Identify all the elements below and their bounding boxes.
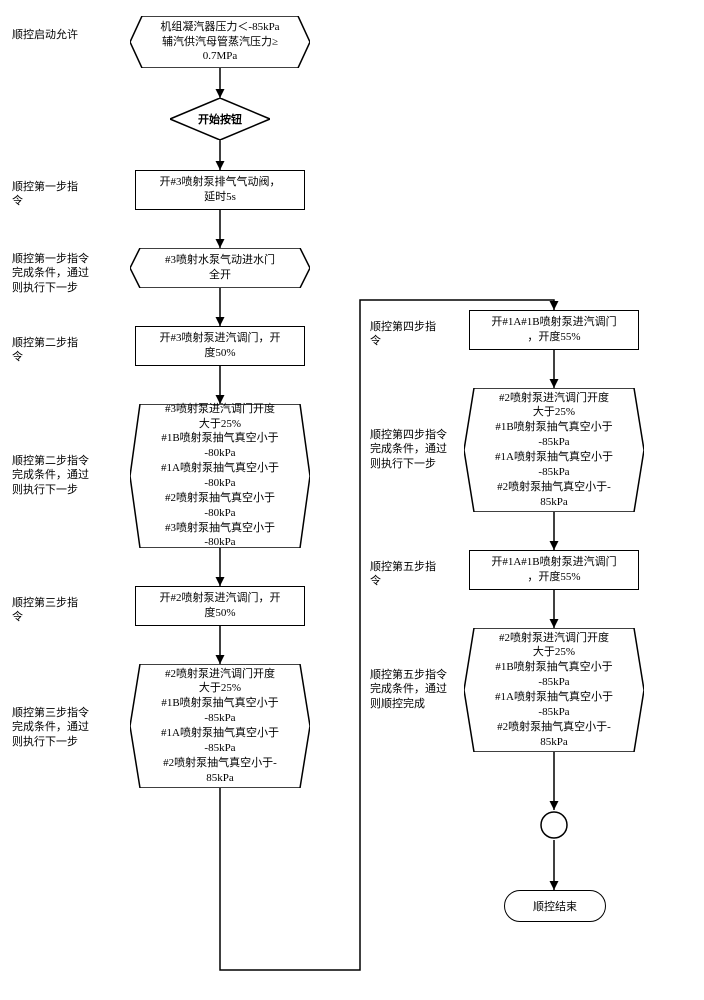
step4-box: 开#1A#1B喷射泵进汽调门 ，开度55% [469, 310, 639, 350]
start-condition-text: 机组凝汽器压力＜-85kPa 辅汽供汽母管蒸汽压力≥ 0.7MPa [160, 20, 279, 65]
step3-text: 开#2喷射泵进汽调门，开 度50% [160, 591, 281, 621]
cond3-box: #2喷射泵进汽调门开度 大于25% #1B喷射泵抽气真空小于 -85kPa #1… [130, 664, 310, 788]
start-condition-box: 机组凝汽器压力＜-85kPa 辅汽供汽母管蒸汽压力≥ 0.7MPa [130, 16, 310, 68]
step4-text: 开#1A#1B喷射泵进汽调门 ，开度55% [491, 315, 616, 345]
step1-box: 开#3喷射泵排气气动阀， 延时5s [135, 170, 305, 210]
step1-text: 开#3喷射泵排气气动阀， 延时5s [160, 175, 281, 205]
label-cond3: 顺控第三步指令 完成条件，通过 则执行下一步 [12, 706, 102, 749]
start-button-diamond: 开始按钮 [170, 98, 270, 140]
step2-box: 开#3喷射泵进汽调门，开 度50% [135, 326, 305, 366]
end-text: 顺控结束 [533, 898, 577, 914]
label-cond2: 顺控第二步指令 完成条件，通过 则执行下一步 [12, 454, 102, 497]
cond1-text: #3喷射水泵气动进水门 全开 [165, 253, 275, 283]
label-step2: 顺控第二步指 令 [12, 336, 92, 365]
cond5-box: #2喷射泵进汽调门开度 大于25% #1B喷射泵抽气真空小于 -85kPa #1… [464, 628, 644, 752]
step3-box: 开#2喷射泵进汽调门，开 度50% [135, 586, 305, 626]
cond2-box: #3喷射泵进汽调门开度 大于25% #1B喷射泵抽气真空小于 -80kPa #1… [130, 404, 310, 548]
cond2-text: #3喷射泵进汽调门开度 大于25% #1B喷射泵抽气真空小于 -80kPa #1… [161, 402, 279, 550]
label-step5: 顺控第五步指 令 [370, 560, 450, 589]
connector-circle [539, 810, 569, 840]
step5-box: 开#1A#1B喷射泵进汽调门 ，开度55% [469, 550, 639, 590]
label-step3: 顺控第三步指 令 [12, 596, 92, 625]
label-cond1: 顺控第一步指令 完成条件，通过 则执行下一步 [12, 252, 102, 295]
cond4-text: #2喷射泵进汽调门开度 大于25% #1B喷射泵抽气真空小于 -85kPa #1… [495, 391, 613, 510]
step5-text: 开#1A#1B喷射泵进汽调门 ，开度55% [491, 555, 616, 585]
label-cond5: 顺控第五步指令 完成条件，通过 则顺控完成 [370, 668, 460, 711]
label-cond4: 顺控第四步指令 完成条件，通过 则执行下一步 [370, 428, 460, 471]
cond3-text: #2喷射泵进汽调门开度 大于25% #1B喷射泵抽气真空小于 -85kPa #1… [161, 667, 279, 786]
flowchart-canvas: 顺控启动允许 顺控第一步指 令 顺控第一步指令 完成条件，通过 则执行下一步 顺… [10, 10, 694, 990]
label-step1: 顺控第一步指 令 [12, 180, 92, 209]
start-button-text: 开始按钮 [198, 111, 242, 127]
label-start-permit: 顺控启动允许 [12, 28, 92, 42]
cond4-box: #2喷射泵进汽调门开度 大于25% #1B喷射泵抽气真空小于 -85kPa #1… [464, 388, 644, 512]
cond1-box: #3喷射水泵气动进水门 全开 [130, 248, 310, 288]
step2-text: 开#3喷射泵进汽调门，开 度50% [160, 331, 281, 361]
cond5-text: #2喷射泵进汽调门开度 大于25% #1B喷射泵抽气真空小于 -85kPa #1… [495, 631, 613, 750]
end-node: 顺控结束 [504, 890, 606, 922]
label-step4: 顺控第四步指 令 [370, 320, 450, 349]
